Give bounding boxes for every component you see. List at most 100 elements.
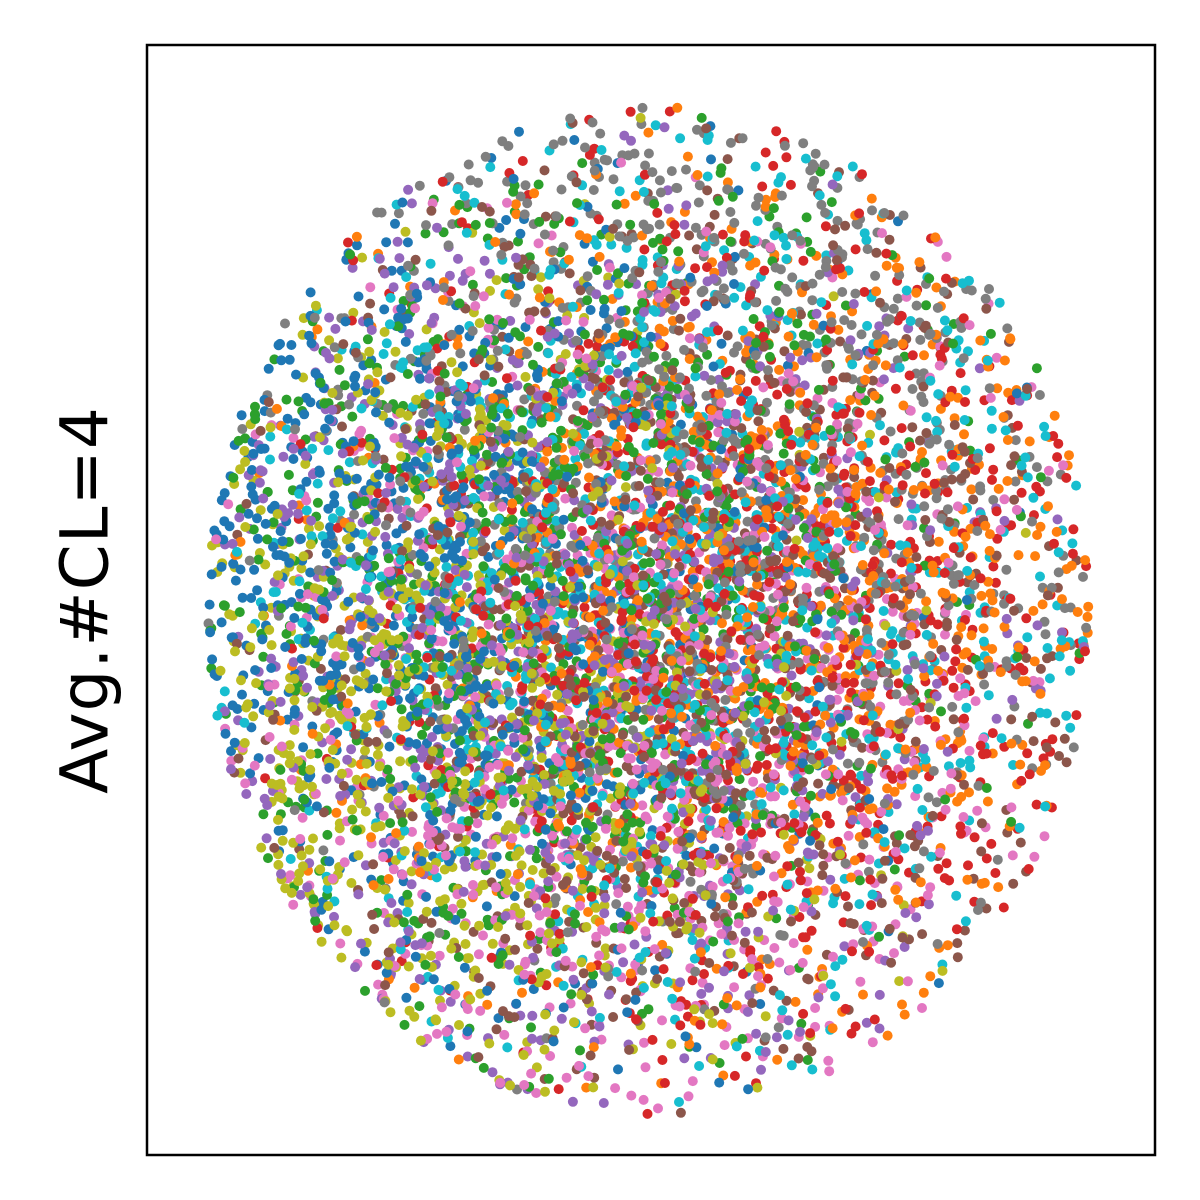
scatter-point: [566, 989, 577, 1000]
scatter-point: [376, 875, 387, 886]
scatter-point: [1035, 663, 1046, 674]
scatter-point: [331, 651, 342, 662]
scatter-point: [650, 120, 661, 131]
scatter-point: [749, 707, 760, 718]
scatter-point: [819, 654, 830, 665]
scatter-point: [757, 181, 768, 192]
scatter-point: [604, 520, 615, 531]
scatter-point: [993, 483, 1004, 494]
scatter-point: [806, 925, 817, 936]
scatter-point: [960, 385, 971, 396]
scatter-point: [553, 316, 564, 327]
scatter-point: [734, 774, 745, 785]
scatter-point: [380, 659, 391, 670]
scatter-point: [887, 606, 898, 617]
scatter-point: [1082, 611, 1093, 622]
scatter-point: [424, 389, 435, 400]
scatter-point: [256, 842, 267, 853]
scatter-point: [706, 154, 716, 165]
scatter-point: [826, 784, 837, 795]
scatter-point: [243, 508, 254, 519]
scatter-point: [1028, 736, 1039, 747]
scatter-point: [961, 702, 972, 713]
scatter-point: [999, 515, 1010, 526]
scatter-point: [1006, 714, 1017, 725]
scatter-point: [636, 900, 647, 911]
scatter-point: [598, 1098, 609, 1108]
scatter-point: [303, 523, 314, 534]
scatter-point: [425, 754, 436, 765]
scatter-point: [827, 375, 838, 386]
scatter-point: [622, 235, 633, 246]
scatter-point: [801, 645, 812, 656]
scatter-point: [234, 607, 245, 618]
scatter-point: [828, 898, 839, 909]
scatter-point: [509, 797, 520, 808]
scatter-point: [738, 969, 748, 979]
scatter-point: [551, 211, 562, 222]
scatter-point: [1021, 653, 1032, 663]
scatter-point: [228, 558, 239, 569]
scatter-point: [1065, 665, 1076, 676]
scatter-point: [776, 868, 787, 879]
scatter-point: [510, 199, 521, 210]
scatter-point: [936, 706, 946, 717]
scatter-point: [947, 665, 958, 676]
scatter-point: [533, 179, 544, 190]
scatter-point: [336, 952, 347, 963]
scatter-point: [227, 700, 238, 711]
scatter-point: [988, 495, 999, 505]
scatter-point: [381, 540, 392, 551]
scatter-point: [587, 863, 598, 874]
scatter-point: [789, 340, 800, 351]
scatter-point: [579, 329, 590, 340]
scatter-point: [678, 859, 689, 870]
scatter-point: [541, 980, 552, 991]
scatter-point: [592, 845, 603, 856]
scatter-point: [830, 991, 841, 1002]
scatter-point: [845, 531, 856, 541]
scatter-point: [629, 148, 640, 159]
scatter-point: [616, 943, 627, 954]
scatter-point: [988, 464, 999, 475]
scatter-point: [910, 736, 921, 747]
scatter-point: [896, 423, 907, 434]
scatter-point: [790, 996, 801, 1007]
scatter-point: [417, 729, 428, 740]
scatter-point: [515, 920, 526, 931]
scatter-point: [321, 774, 332, 784]
scatter-point: [806, 906, 817, 917]
scatter-point: [679, 296, 690, 307]
scatter-point: [950, 656, 961, 667]
scatter-point: [474, 318, 485, 329]
scatter-point: [639, 244, 650, 255]
scatter-point: [690, 496, 701, 507]
scatter-point: [564, 268, 575, 279]
scatter-point: [502, 197, 512, 208]
scatter-point: [444, 270, 455, 281]
scatter-point: [838, 372, 849, 383]
scatter-point: [614, 186, 625, 197]
scatter-point: [608, 1012, 619, 1022]
scatter-point: [981, 303, 992, 314]
scatter-point: [854, 208, 865, 219]
scatter-point: [951, 644, 962, 655]
scatter-point: [330, 323, 341, 334]
scatter-point: [812, 885, 823, 896]
scatter-point: [482, 999, 493, 1010]
scatter-point: [709, 232, 720, 243]
scatter-point: [982, 796, 993, 807]
scatter-point: [327, 707, 338, 717]
scatter-point: [718, 435, 729, 446]
scatter-point: [684, 354, 695, 364]
scatter-point: [252, 533, 263, 544]
scatter-point: [621, 471, 632, 481]
scatter-point: [772, 389, 783, 400]
scatter-point: [560, 493, 571, 504]
scatter-point: [865, 429, 875, 440]
scatter-point: [1031, 462, 1042, 473]
scatter-point: [309, 312, 320, 323]
scatter-point: [669, 220, 680, 230]
scatter-point: [850, 1021, 861, 1032]
scatter-point: [750, 161, 761, 172]
